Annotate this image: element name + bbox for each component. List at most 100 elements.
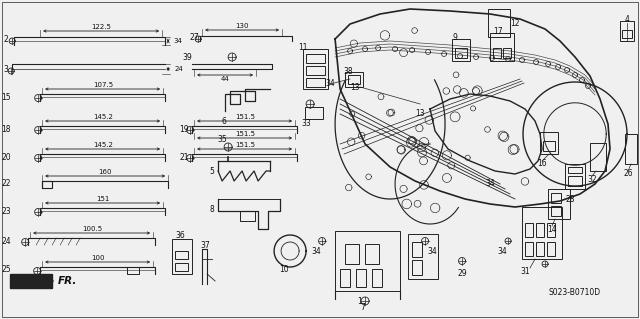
Text: 26: 26	[623, 169, 633, 179]
Bar	[412, 260, 422, 275]
Bar	[452, 39, 470, 61]
Text: 3: 3	[4, 64, 8, 73]
Text: 1: 1	[358, 296, 362, 306]
Text: 34: 34	[497, 247, 507, 256]
Text: 25: 25	[1, 265, 11, 275]
Text: 23: 23	[1, 206, 11, 216]
Bar	[536, 242, 544, 256]
Text: 19: 19	[179, 124, 189, 133]
Bar	[547, 242, 555, 256]
Text: 33: 33	[301, 120, 311, 129]
Bar	[306, 54, 325, 63]
Text: 22: 22	[1, 180, 11, 189]
Text: 11: 11	[298, 42, 308, 51]
Bar	[525, 242, 533, 256]
Bar	[175, 251, 188, 259]
Text: 151.5: 151.5	[235, 142, 255, 148]
Text: 24: 24	[1, 236, 11, 246]
Text: 7: 7	[360, 302, 365, 311]
Bar	[551, 193, 561, 203]
Text: 100: 100	[92, 255, 105, 261]
Text: 2: 2	[4, 34, 8, 43]
Text: 16: 16	[537, 160, 547, 168]
Text: 20: 20	[1, 152, 11, 161]
Text: 13: 13	[415, 109, 425, 118]
Bar	[493, 48, 501, 58]
Bar	[172, 239, 192, 274]
Bar	[348, 75, 360, 84]
Bar	[625, 134, 637, 164]
Bar	[10, 274, 52, 288]
Text: 9: 9	[452, 33, 458, 41]
Text: S023-B0710D: S023-B0710D	[549, 288, 601, 297]
Text: 8: 8	[210, 204, 214, 213]
Text: 32: 32	[587, 174, 597, 183]
Text: 35: 35	[217, 135, 227, 144]
Bar	[551, 206, 561, 216]
Text: 27: 27	[189, 33, 199, 42]
Text: 14: 14	[547, 225, 557, 234]
Bar	[408, 234, 438, 279]
Text: 145.2: 145.2	[93, 114, 113, 120]
Text: 31: 31	[520, 266, 530, 276]
Bar	[303, 49, 328, 89]
Bar	[412, 242, 422, 257]
Bar	[568, 176, 582, 186]
Text: 24: 24	[174, 66, 183, 72]
Bar	[127, 267, 139, 274]
Bar	[305, 107, 323, 119]
Bar	[306, 66, 325, 75]
Bar	[306, 78, 325, 87]
Bar	[568, 167, 582, 173]
Bar	[175, 263, 188, 271]
Text: 10: 10	[279, 264, 289, 273]
Bar	[372, 269, 382, 287]
Text: 34: 34	[427, 247, 437, 256]
Bar	[345, 244, 359, 264]
Text: 100.5: 100.5	[82, 226, 102, 232]
Text: 4: 4	[625, 16, 630, 25]
Text: 29: 29	[457, 269, 467, 278]
Bar	[42, 181, 52, 188]
Bar	[356, 269, 366, 287]
Bar	[622, 30, 632, 38]
Text: 44: 44	[221, 76, 230, 82]
Text: 28: 28	[565, 195, 575, 204]
Bar	[340, 269, 350, 287]
Text: 13: 13	[350, 83, 360, 92]
Text: 17: 17	[493, 26, 503, 35]
Text: 6: 6	[221, 116, 227, 125]
Text: 34: 34	[485, 180, 495, 189]
Bar	[525, 223, 533, 237]
Bar	[345, 72, 363, 87]
Bar	[540, 132, 558, 154]
Text: 160: 160	[99, 169, 112, 175]
Bar	[536, 223, 544, 237]
Text: FR.: FR.	[58, 276, 77, 286]
Bar	[503, 48, 511, 58]
Text: 37: 37	[200, 241, 210, 249]
Text: 145.2: 145.2	[93, 142, 113, 148]
Text: 151: 151	[97, 196, 110, 202]
Text: 151.5: 151.5	[235, 114, 255, 120]
Bar	[522, 207, 562, 259]
Text: 18: 18	[1, 124, 11, 133]
Text: 151.5: 151.5	[235, 131, 255, 137]
Text: 107.5: 107.5	[93, 82, 113, 88]
Bar	[365, 244, 379, 264]
Text: 38: 38	[343, 66, 353, 76]
Text: 34: 34	[325, 79, 335, 88]
Bar	[620, 21, 634, 41]
Bar	[590, 143, 606, 171]
Bar	[490, 33, 514, 61]
Text: 39: 39	[182, 53, 192, 62]
Text: 5: 5	[210, 167, 214, 175]
Text: 15: 15	[1, 93, 11, 101]
Bar	[488, 9, 510, 37]
Bar	[455, 48, 467, 58]
Text: 36: 36	[175, 232, 185, 241]
Text: 122.5: 122.5	[91, 24, 111, 30]
Bar	[543, 141, 555, 151]
Bar	[548, 189, 570, 219]
Text: 21: 21	[179, 152, 189, 161]
